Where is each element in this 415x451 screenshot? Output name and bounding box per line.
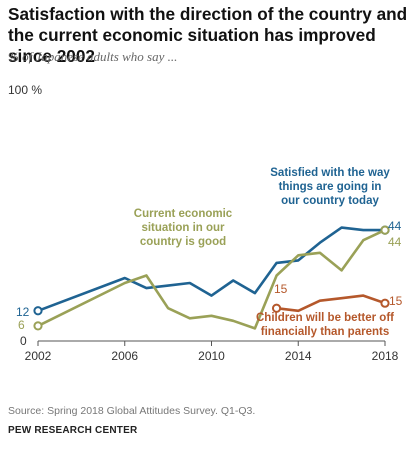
value-label-satisfied-start: 12 bbox=[16, 305, 30, 319]
series-marker-satisfied-start bbox=[33, 306, 43, 316]
series-marker-children-end bbox=[380, 298, 390, 308]
series-marker-children-start bbox=[271, 303, 282, 313]
value-label-children-start: 15 bbox=[274, 282, 288, 296]
chart-title: Satisfaction with the direction of the c… bbox=[8, 4, 408, 66]
series-line-children bbox=[275, 294, 387, 313]
value-label-economy-end: 44 bbox=[388, 235, 402, 249]
series-line-economy bbox=[36, 228, 387, 330]
source-note: Source: Spring 2018 Global Attitudes Sur… bbox=[8, 405, 256, 417]
series-label-satisfied: Satisfied with the way things are going i… bbox=[270, 167, 390, 207]
series-label-economy: Current economic situation in our country … bbox=[134, 208, 233, 248]
x-tick-label-2010: 2010 bbox=[198, 349, 225, 363]
series-marker-economy-end bbox=[380, 225, 390, 235]
series-line-satisfied bbox=[36, 226, 387, 313]
y-tick-label-0: 0 bbox=[20, 334, 27, 348]
org-name: PEW RESEARCH CENTER bbox=[8, 425, 138, 436]
value-label-economy-start: 6 bbox=[18, 318, 25, 332]
series-marker-economy-start bbox=[33, 321, 43, 331]
value-label-satisfied-end: 44 bbox=[388, 219, 402, 233]
value-label-children-end: 15 bbox=[389, 294, 403, 308]
x-tick-label-2006: 2006 bbox=[111, 349, 138, 363]
x-tick-label-2018: 2018 bbox=[372, 349, 399, 363]
series-label-children: Children will be better off financially t… bbox=[256, 312, 394, 338]
y-tick-label-100: 100 % bbox=[8, 83, 42, 97]
x-tick-label-2002: 2002 bbox=[25, 349, 52, 363]
x-tick-label-2014: 2014 bbox=[285, 349, 312, 363]
chart-subtitle: % of Japanese adults who say ... bbox=[8, 49, 178, 64]
